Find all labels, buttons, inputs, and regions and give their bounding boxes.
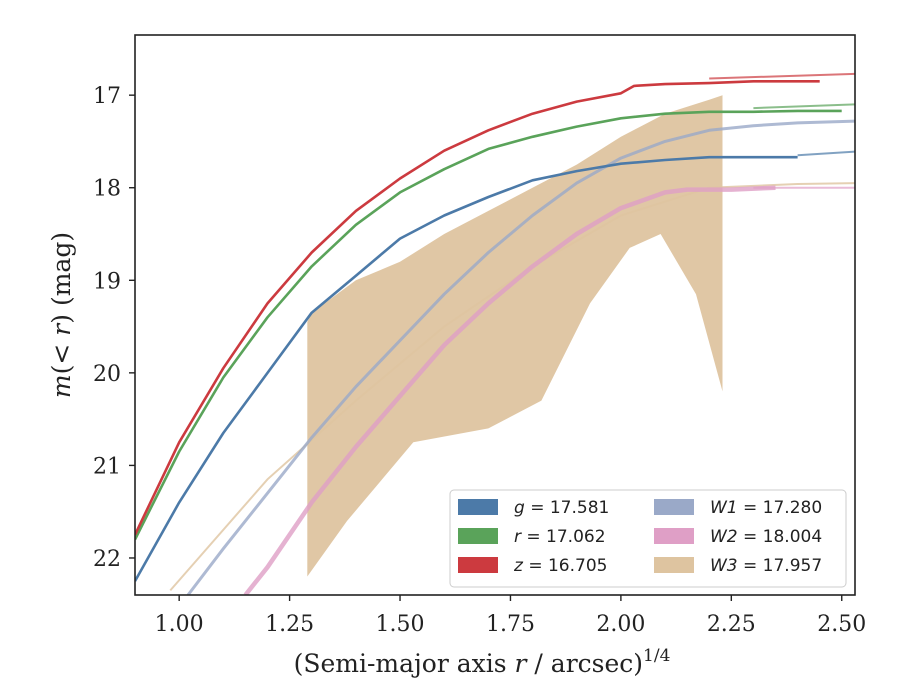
- series-g-model: [797, 150, 855, 157]
- y-axis-label: m(< r) (mag): [47, 232, 76, 398]
- legend-entry: W3 = 17.957: [710, 556, 822, 576]
- series-w1-line: [186, 119, 855, 595]
- x-tick-label: 1.25: [265, 612, 314, 637]
- y-axis: 17 18 19 20 21 22: [93, 84, 135, 572]
- series-z-line: [135, 80, 820, 536]
- legend-entry: r = 17.062: [514, 527, 606, 547]
- series-w2-line: [243, 185, 776, 595]
- x-tick-label: 2.25: [707, 612, 756, 637]
- legend-entry: z = 16.705: [513, 556, 607, 576]
- y-tick-label: 17: [93, 84, 121, 109]
- x-tick-label: 1.50: [376, 612, 425, 637]
- plot-area: [135, 72, 855, 595]
- legend-frame: [449, 489, 847, 588]
- legend-entry: g = 17.581: [514, 498, 609, 518]
- series-r-line: [135, 109, 842, 541]
- legend-swatch: [458, 557, 498, 573]
- series-w3-band: [307, 95, 723, 577]
- x-tick-label: 2.00: [596, 612, 645, 637]
- x-axis-label: (Semi-major axis r / arcsec)1/4: [294, 646, 671, 678]
- series-g-line: [135, 155, 798, 582]
- legend-entry: W2 = 18.004: [710, 527, 822, 547]
- legend-swatch: [654, 557, 694, 573]
- x-axis: 1.00 1.25 1.50 1.75 2.00 2.25 2.50: [155, 595, 866, 637]
- y-tick-label: 21: [93, 454, 121, 479]
- x-tick-label: 2.50: [817, 612, 866, 637]
- legend-swatch: [458, 528, 498, 544]
- x-tick-label: 1.00: [155, 612, 204, 637]
- y-tick-label: 18: [93, 177, 121, 202]
- legend-entry: W1 = 17.280: [710, 498, 822, 518]
- legend-swatch: [654, 499, 694, 515]
- y-tick-label: 22: [93, 547, 121, 572]
- x-tick-label: 1.75: [486, 612, 535, 637]
- legend: g = 17.581 r = 17.062 z = 16.705 W1 = 17.28…: [449, 489, 847, 588]
- series-r-model: [753, 103, 855, 110]
- series-z-model: [709, 72, 855, 80]
- legend-swatch: [458, 499, 498, 515]
- plot-frame: [134, 34, 856, 596]
- y-tick-label: 19: [93, 269, 121, 294]
- y-tick-label: 20: [93, 362, 121, 387]
- legend-swatch: [654, 528, 694, 544]
